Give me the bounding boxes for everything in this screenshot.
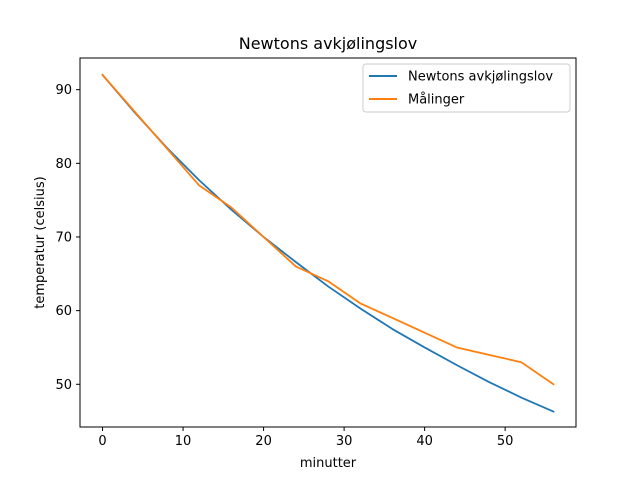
- series-line-2: [101, 73, 555, 386]
- x-tick-label: 10: [175, 434, 192, 449]
- legend-label-model: Newtons avkjølingslov: [408, 70, 553, 85]
- plot-frame: [79, 57, 577, 428]
- chart-title: Newtons avkjølingslov: [239, 34, 418, 53]
- y-axis: 50 60 70 80 90: [55, 83, 80, 393]
- y-tick-label: 60: [55, 304, 72, 319]
- x-tick-label: 50: [497, 434, 514, 449]
- x-axis-label: minutter: [300, 456, 357, 471]
- y-tick-label: 90: [55, 83, 72, 98]
- y-tick-label: 50: [55, 378, 72, 393]
- x-tick-label: 0: [98, 434, 106, 449]
- x-tick-label: 30: [336, 434, 353, 449]
- x-axis: 0 10 20 30 40 50: [98, 427, 513, 449]
- x-tick-label: 20: [255, 434, 272, 449]
- legend-box: [362, 63, 571, 113]
- y-tick-label: 70: [55, 230, 72, 245]
- y-tick-label: 80: [55, 157, 72, 172]
- series-layer: [101, 73, 555, 413]
- y-axis-label: temperatur (celsius): [33, 176, 48, 308]
- x-tick-label: 40: [416, 434, 433, 449]
- legend-label-measurements: Målinger: [408, 93, 465, 108]
- legend: Newtons avkjølingslov Målinger: [362, 63, 571, 113]
- series-line-1: [101, 73, 555, 413]
